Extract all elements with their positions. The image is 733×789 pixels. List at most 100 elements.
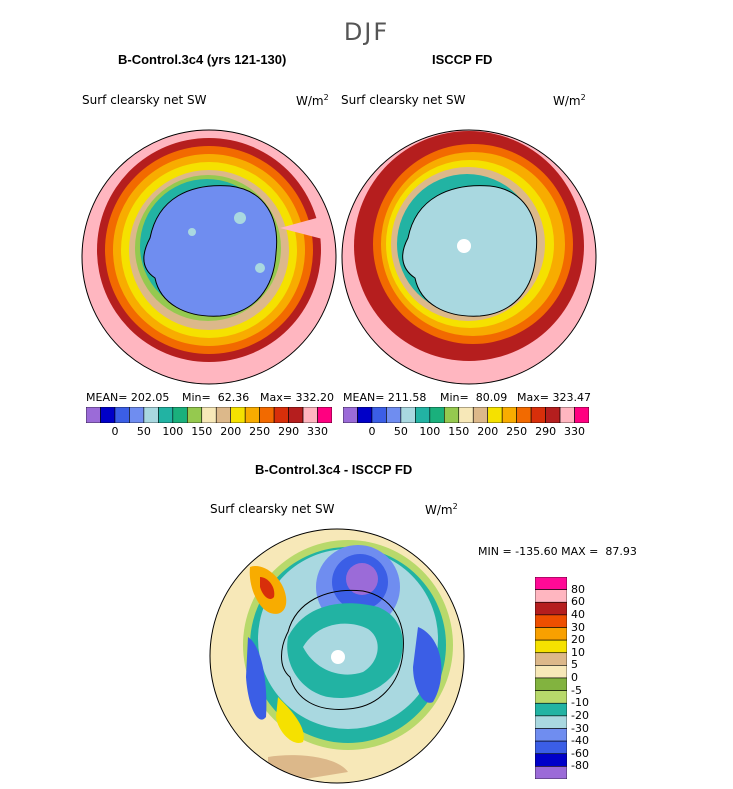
- panel1-colorbar-tick: 100: [162, 425, 184, 438]
- panel3-colorbar-swatch: [535, 627, 567, 641]
- panel3-colorbar-tick: -60: [571, 746, 589, 760]
- panel2-colorbar-tick: 0: [368, 425, 376, 438]
- panel3-colorbar-swatch: [535, 601, 567, 616]
- panel1-colorbar-swatch: [259, 407, 275, 423]
- panel1-min: Min= 62.36: [182, 391, 250, 404]
- panel3-colorbar-swatch: [535, 589, 567, 603]
- panel2-colorbar-tick: 330: [564, 425, 586, 438]
- panel1-colorbar-tick: 330: [307, 425, 329, 438]
- panel3-colorbar-swatch: [535, 639, 567, 654]
- panel2-max: Max= 323.47: [517, 391, 591, 404]
- panel2-colorbar-swatch: [429, 407, 445, 423]
- panel1-colorbar-swatch: [244, 407, 260, 423]
- panel2-colorbar-swatch: [357, 407, 373, 423]
- panel1-colorbar-swatch: [158, 407, 174, 423]
- panel3-colorbar-tick: 80: [571, 582, 585, 596]
- panel1-colorbar-swatch: [186, 407, 203, 423]
- panel3-colorbar-tick: -10: [571, 696, 589, 710]
- panel1-colorbar-swatch: [129, 407, 145, 423]
- panel3-colorbar-swatch: [535, 577, 567, 590]
- panel3-colorbar-tick: 30: [571, 620, 585, 634]
- panel3-colorbar-tick: 40: [571, 607, 585, 621]
- panel2-colorbar-swatch: [458, 407, 474, 423]
- panel2-colorbar: [343, 407, 589, 423]
- panel2-colorbar-tick: 150: [448, 425, 470, 438]
- panel2-colorbar-tick: 50: [393, 425, 408, 438]
- panel3-colorbar-swatch: [535, 753, 567, 767]
- panel2-colorbar-swatch: [574, 407, 589, 423]
- panel3-colorbar-swatch: [535, 690, 567, 704]
- panel2-colorbar-tick: 100: [419, 425, 441, 438]
- panel1-colorbar-labels: 0 50 100 150 200 250 290 330: [86, 425, 332, 441]
- panel3-colorbar-tick: 5: [571, 658, 578, 672]
- panel1-title: B-Control.3c4 (yrs 121-130): [118, 52, 287, 67]
- panel1-colorbar-swatch: [143, 407, 159, 423]
- panel1-colorbar-tick: 50: [136, 425, 151, 438]
- panel3-colorbar-tick: -80: [571, 759, 589, 773]
- panel3-colorbar-tick: 10: [571, 645, 585, 659]
- panel2-colorbar-swatch: [501, 407, 517, 423]
- panel2-title: ISCCP FD: [432, 52, 493, 67]
- panel2-map: [341, 129, 597, 385]
- panel2-colorbar-swatch: [443, 407, 460, 423]
- panel1-colorbar-swatch: [86, 407, 101, 423]
- panel2-colorbar-labels: 0 50 100 150 200 250 290 330: [343, 425, 589, 441]
- panel2-colorbar-tick: 250: [506, 425, 528, 438]
- panel3-colorbar-swatch: [535, 652, 567, 666]
- panel2-colorbar-swatch: [400, 407, 416, 423]
- panel2-colorbar-swatch: [415, 407, 431, 423]
- panel2-colorbar-swatch: [559, 407, 575, 423]
- panel3-colorbar-tick: -30: [571, 721, 589, 735]
- panel1-colorbar-tick: 0: [111, 425, 119, 438]
- panel1-colorbar-tick: 200: [220, 425, 242, 438]
- panel3-colorbar-swatch: [535, 677, 567, 691]
- panel1-colorbar-swatch: [215, 407, 232, 423]
- panel2-colorbar-tick: 290: [535, 425, 557, 438]
- panel2-colorbar-swatch: [386, 407, 402, 423]
- panel1-max: Max= 332.20: [260, 391, 334, 404]
- panel3-colorbar-tick: -20: [571, 708, 589, 722]
- panel3-colorbar-labels: 80 60 40 30 20 10 5 0 -5 -10 -20 -30 -40 -60 -80: [569, 577, 609, 779]
- panel1-mean: MEAN= 202.05: [86, 391, 170, 404]
- panel2-colorbar-swatch: [545, 407, 561, 423]
- panel3-title: B-Control.3c4 - ISCCP FD: [255, 462, 413, 477]
- panel1-colorbar-swatch: [100, 407, 116, 423]
- season-title: DJF: [343, 18, 390, 46]
- panel1-colorbar-swatch: [302, 407, 318, 423]
- panel3-colorbar-swatch: [535, 614, 567, 628]
- panel3-colorbar-swatch: [535, 702, 567, 717]
- panel3-colorbar: [535, 577, 567, 779]
- panel3-colorbar-tick: 0: [571, 671, 578, 684]
- panel2-colorbar-swatch: [472, 407, 489, 423]
- panel3-colorbar-swatch: [535, 665, 567, 679]
- panel1-colorbar-tick: 150: [191, 425, 213, 438]
- panel2-colorbar-swatch: [343, 407, 358, 423]
- panel3-colorbar-swatch: [535, 740, 567, 755]
- panel1-colorbar-swatch: [273, 407, 289, 423]
- panel3-map: [209, 528, 465, 784]
- panel1-colorbar: [86, 407, 332, 423]
- panel3-colorbar-tick: -5: [571, 683, 582, 697]
- panel3-units: W/m2: [425, 502, 458, 517]
- panel3-colorbar-tick: 20: [571, 633, 585, 647]
- panel2-min: Min= 80.09: [440, 391, 508, 404]
- panel3-minmax: MIN = -135.60 MAX = 87.93: [478, 545, 637, 558]
- panel1-colorbar-swatch: [201, 407, 217, 423]
- panel1-variable: Surf clearsky net SW: [82, 93, 207, 107]
- panel1-colorbar-tick: 250: [249, 425, 271, 438]
- panel2-mean: MEAN= 211.58: [343, 391, 427, 404]
- panel2-colorbar-swatch: [371, 407, 387, 423]
- panel1-colorbar-swatch: [288, 407, 304, 423]
- panel2-colorbar-tick: 200: [477, 425, 499, 438]
- panel3-variable: Surf clearsky net SW: [210, 502, 335, 516]
- panel3-colorbar-swatch: [535, 728, 567, 742]
- panel3-colorbar-tick: 60: [571, 595, 585, 609]
- panel1-colorbar-swatch: [114, 407, 130, 423]
- panel2-colorbar-swatch: [530, 407, 546, 423]
- panel3-colorbar-swatch: [535, 766, 567, 779]
- panel1-units: W/m2: [296, 93, 329, 108]
- panel1-colorbar-swatch: [172, 407, 188, 423]
- panel2-variable: Surf clearsky net SW: [341, 93, 466, 107]
- panel1-colorbar-swatch: [317, 407, 332, 423]
- panel2-colorbar-swatch: [516, 407, 532, 423]
